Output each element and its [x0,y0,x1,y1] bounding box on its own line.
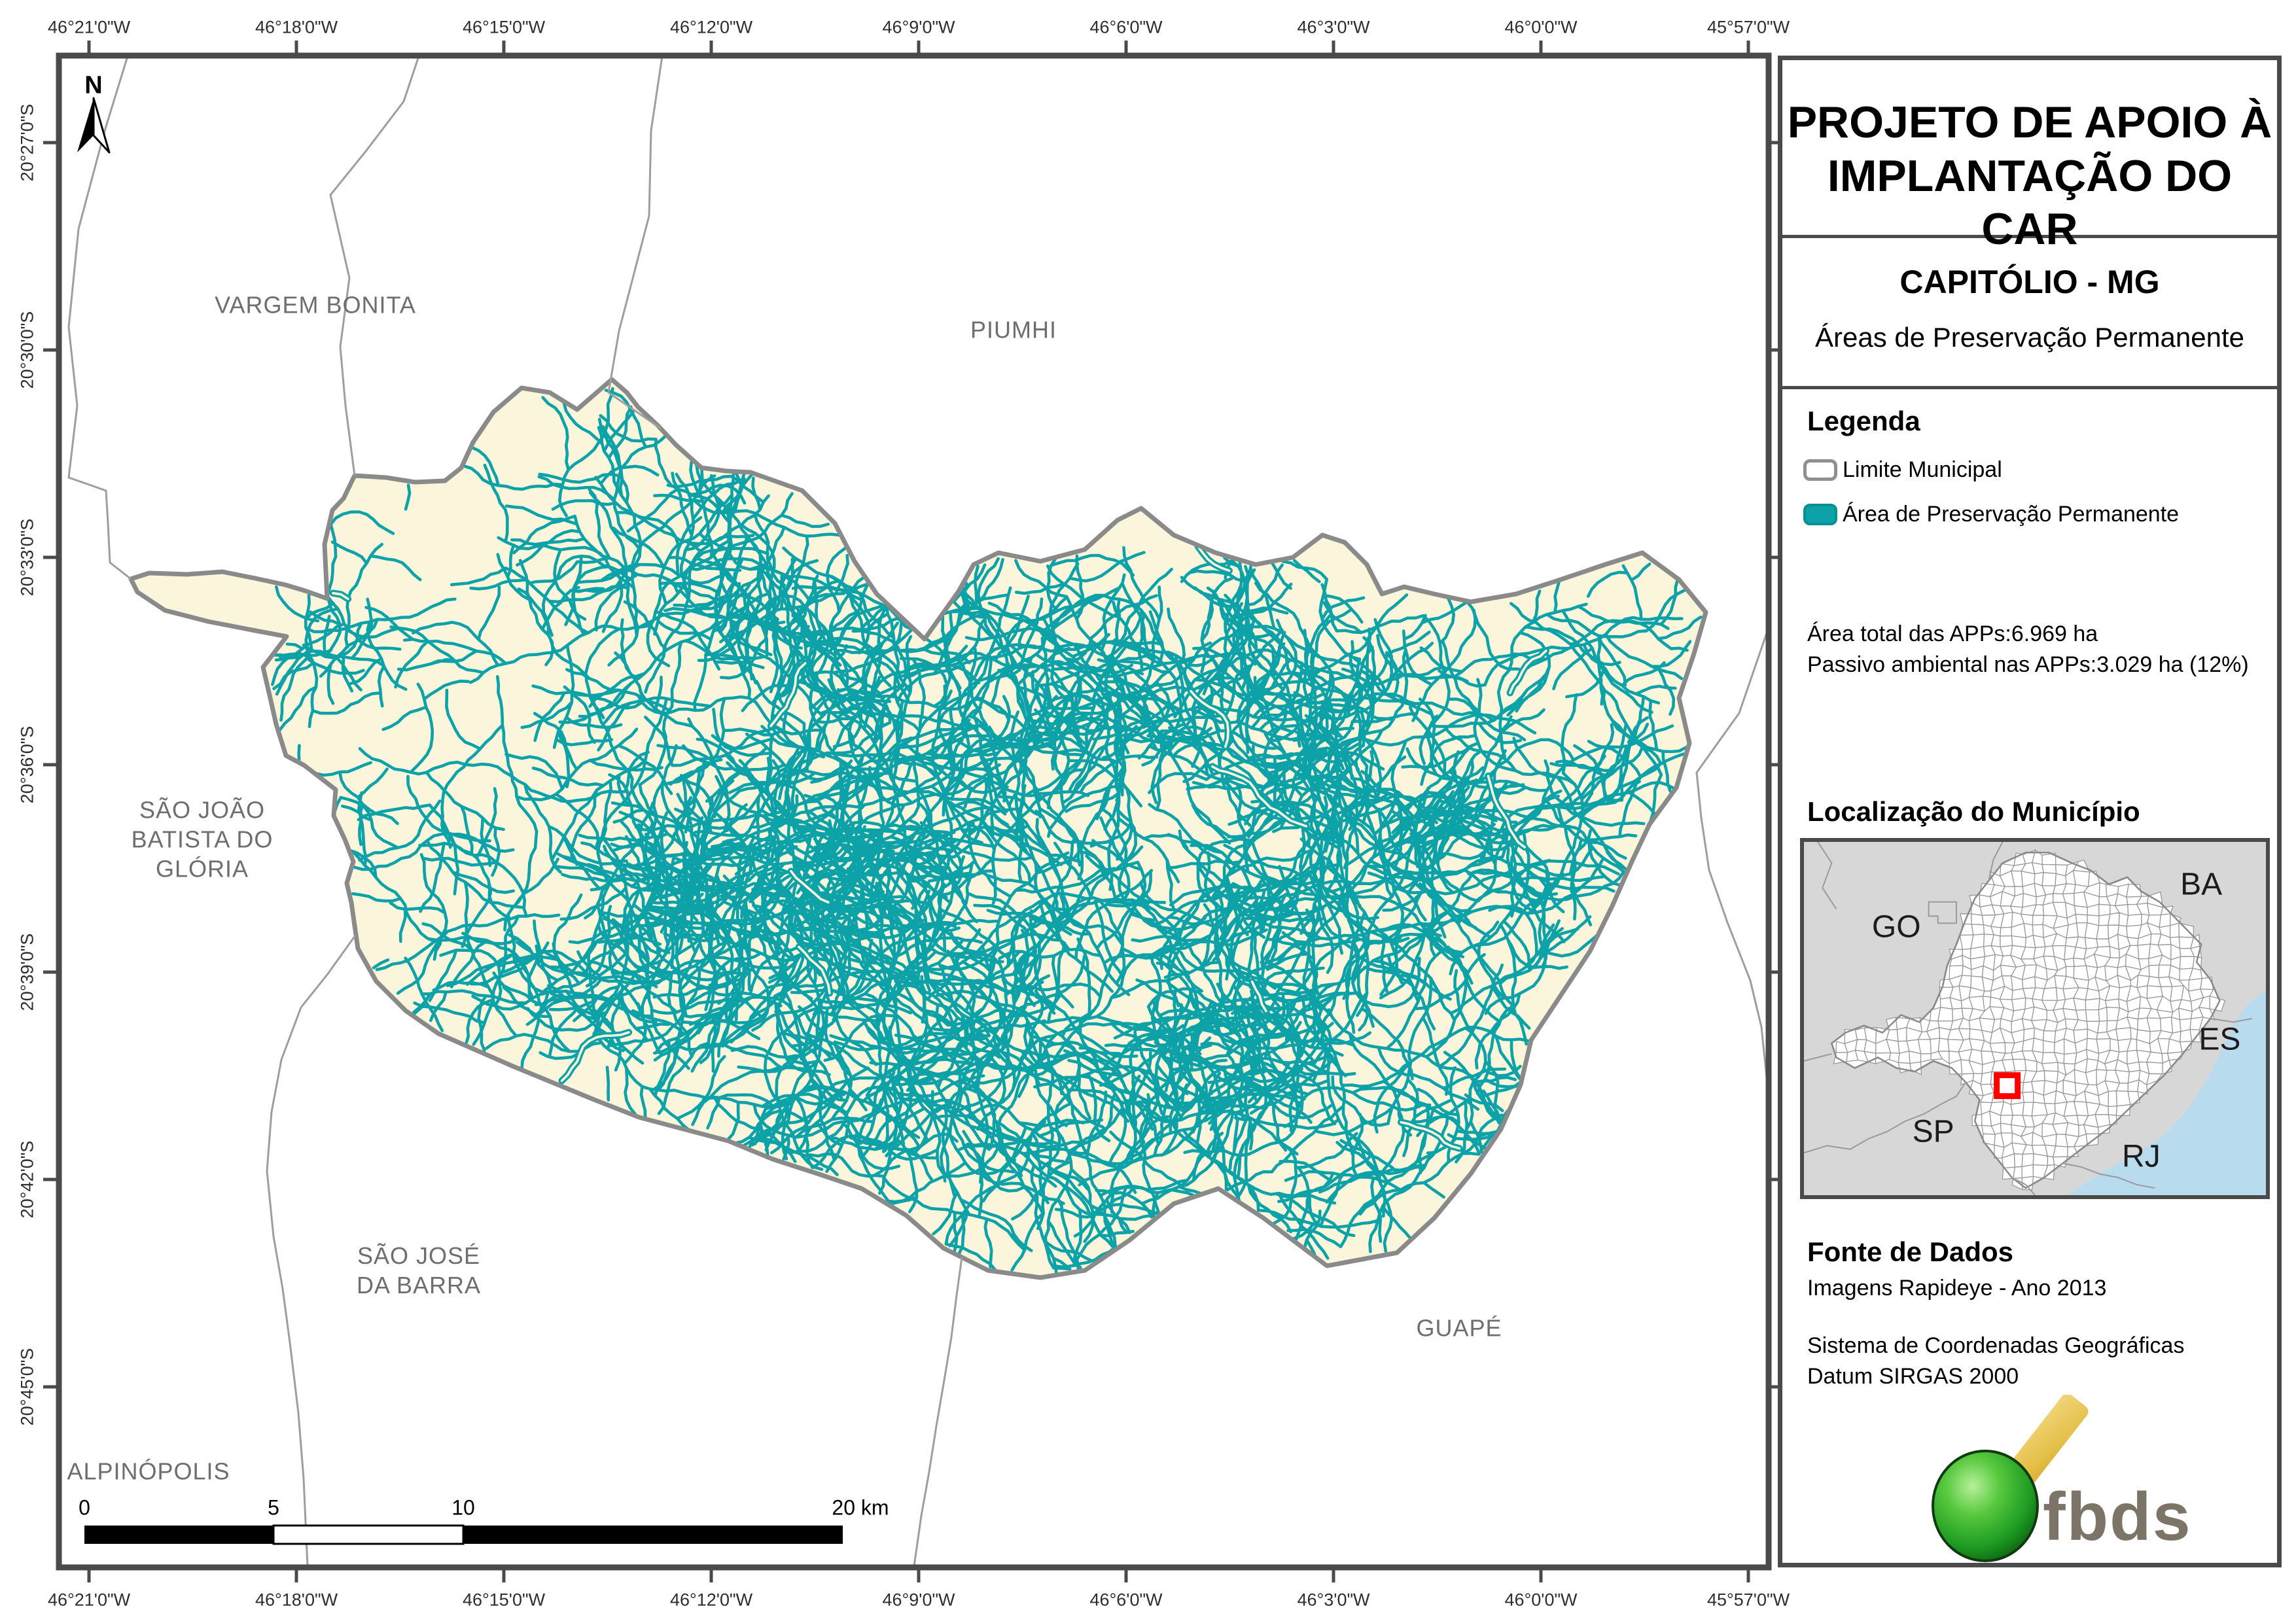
scale-bar [84,1524,843,1545]
axis-label-longitude: 45°57'0"W [1706,1590,1790,1610]
logo-text: fbds [2043,1479,2192,1555]
app-streams-layer [271,387,1703,1276]
axis-label-longitude: 46°0'0"W [1504,17,1578,37]
location-heading: Localização do Município [1807,796,2140,827]
inset-state-label: RJ [2122,1139,2161,1174]
neighbor-municipality-label: PIUMHI [970,316,1057,343]
logo-sphere-icon [1932,1450,2039,1562]
axis-label-longitude: 46°18'0"W [255,1590,338,1610]
panel-divider [1782,235,2277,238]
axis-label-longitude: 46°9'0"W [882,17,955,37]
axis-label-latitude: 20°42'0"S [17,1140,37,1219]
map-frame [56,52,1772,1571]
axis-label-latitude: 20°27'0"S [17,103,37,182]
source-line: Imagens Rapideye - Ano 2013 [1807,1276,2107,1300]
legend-swatch-municipal [1803,459,1837,481]
axis-label-longitude: 46°15'0"W [462,1590,546,1610]
axis-label-latitude: 20°30'0"S [17,311,37,389]
source-line: Datum SIRGAS 2000 [1807,1364,2019,1389]
project-title-line2: IMPLANTAÇÃO DO CAR [1827,150,2233,254]
axis-label-longitude: 46°15'0"W [462,17,546,37]
source-line: Sistema de Coordenadas Geográficas [1807,1333,2185,1358]
legend-item-label: Limite Municipal [1843,457,2002,482]
location-marker [1994,1072,2021,1100]
axis-label-longitude: 46°12'0"W [669,1590,753,1610]
municipality-outline [128,377,1708,1280]
project-title-line1: PROJETO DE APOIO À [1787,97,2272,147]
inset-state-label: GO [1871,909,1921,945]
legend-swatch-app [1803,503,1837,525]
inset-state-label: BA [2180,867,2223,902]
axis-label-longitude: 46°6'0"W [1089,1590,1163,1610]
scale-label: 20 km [832,1495,889,1520]
inset-map-canvas [1804,842,2266,1195]
neighbor-municipality-label: ALPINÓPOLIS [67,1457,230,1485]
north-label: N [84,71,103,99]
side-panel: PROJETO DE APOIO À IMPLANTAÇÃO DO CAR CA… [1778,56,2282,1567]
axis-label-longitude: 46°3'0"W [1297,1590,1370,1610]
source-heading: Fonte de Dados [1807,1236,2014,1267]
scale-label: 10 [451,1495,475,1520]
axis-label-longitude: 46°21'0"W [47,17,131,37]
axis-label-longitude: 46°0'0"W [1504,1590,1578,1610]
app-total-stat: Área total das APPs:6.969 ha [1807,621,2098,646]
axis-label-longitude: 46°21'0"W [47,1590,131,1610]
scale-label: 0 [79,1495,90,1520]
axis-label-latitude: 20°36'0"S [17,725,37,804]
axis-label-longitude: 45°57'0"W [1706,17,1790,37]
location-inset-map: GO BA ES SP RJ [1800,838,2270,1199]
fbds-logo: fbds [1881,1395,2247,1565]
legend-item: Área de Preservação Permanente [1803,501,2179,527]
axis-label-latitude: 20°33'0"S [17,518,37,597]
neighbor-municipality-label: VARGEM BONITA [215,291,416,319]
fbds-logo-graphic [1932,1395,2089,1562]
project-title: PROJETO DE APOIO À IMPLANTAÇÃO DO CAR [1782,96,2277,256]
axis-label-longitude: 46°9'0"W [882,1590,955,1610]
north-arrow-icon [77,97,111,154]
axis-label-longitude: 46°12'0"W [669,17,753,37]
neighbor-boundaries [67,56,1769,1567]
neighbor-municipality-label: GUAPÉ [1416,1314,1502,1342]
inset-state-label: SP [1912,1114,1954,1149]
legend-heading: Legenda [1807,406,1920,436]
neighbor-municipality-label: SÃO JOSÉ DA BARRA [356,1242,482,1299]
neighbor-municipality-label: SÃO JOÃO BATISTA DO GLÓRIA [131,796,274,882]
axis-label-latitude: 20°39'0"S [17,933,37,1011]
axis-label-longitude: 46°6'0"W [1089,17,1163,37]
axis-label-longitude: 46°3'0"W [1297,17,1370,37]
legend-item-label: Área de Preservação Permanente [1843,501,2180,527]
map-theme: Áreas de Preservação Permanente [1814,322,2245,353]
inset-state-label: ES [2199,1022,2241,1057]
scale-label: 5 [268,1495,279,1520]
municipality-name: CAPITÓLIO - MG [1899,264,2160,300]
axis-label-longitude: 46°18'0"W [255,17,338,37]
inset-mesh [1833,849,2226,1191]
app-liability-stat: Passivo ambiental nas APPs:3.029 ha (12%… [1807,652,2249,677]
legend-item: Limite Municipal [1803,457,2002,483]
axis-label-latitude: 20°45'0"S [17,1348,37,1426]
panel-divider [1782,386,2277,389]
